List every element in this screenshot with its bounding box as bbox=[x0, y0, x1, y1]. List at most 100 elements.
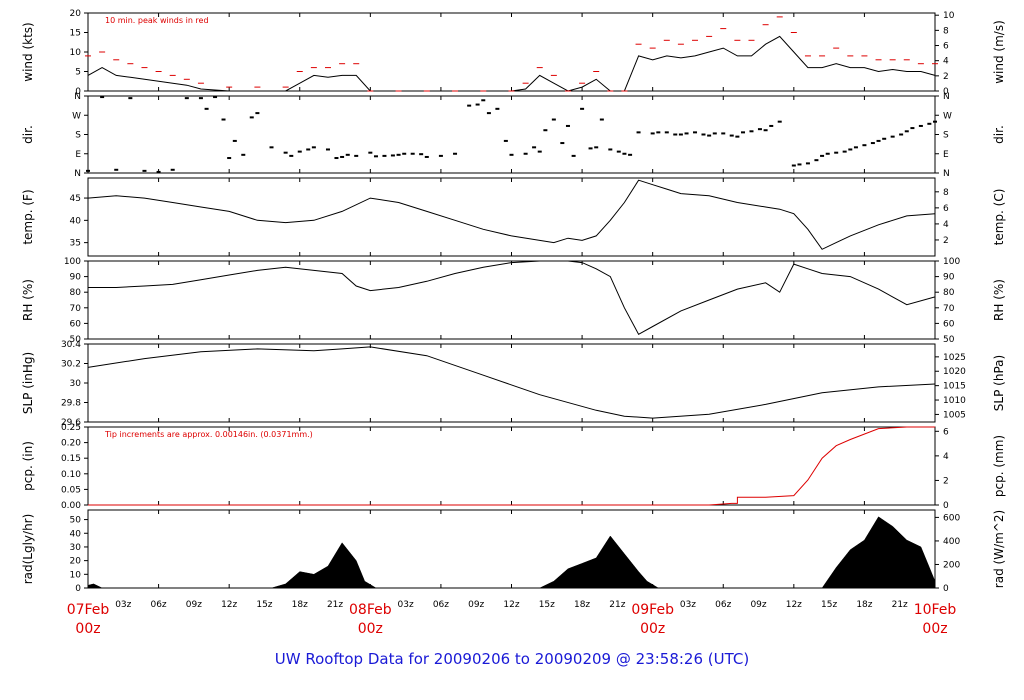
dir-point bbox=[86, 169, 90, 172]
dir-point bbox=[390, 154, 395, 157]
panel-frame-rad bbox=[87, 509, 936, 589]
dir-point bbox=[325, 148, 330, 151]
dir-point bbox=[565, 124, 570, 127]
dir-point bbox=[904, 130, 909, 133]
dir-point bbox=[927, 122, 932, 125]
date-hour-label: 00z bbox=[358, 621, 383, 637]
left-tick-label-dir: S bbox=[75, 131, 81, 141]
dir-point bbox=[763, 129, 768, 132]
dir-point bbox=[910, 127, 915, 130]
dir-point bbox=[424, 155, 429, 158]
hour-tick-label: 06z bbox=[433, 600, 449, 610]
left-tick-label-dir: W bbox=[72, 111, 81, 121]
dir-point bbox=[777, 120, 782, 123]
hour-tick-label: 15z bbox=[821, 600, 837, 610]
right-tick-label-wind: 10 bbox=[943, 11, 955, 21]
dir-point bbox=[588, 147, 593, 150]
dir-point bbox=[636, 131, 641, 134]
right-axis-label-dir: dir. bbox=[992, 125, 1006, 144]
right-tick-label-pcp: 6 bbox=[943, 427, 949, 437]
hour-tick-label: 03z bbox=[680, 600, 696, 610]
dir-point bbox=[241, 153, 246, 156]
hour-tick-label: 03z bbox=[115, 600, 131, 610]
dir-point bbox=[862, 144, 867, 147]
dir-point bbox=[289, 154, 294, 157]
dir-point bbox=[664, 131, 669, 134]
left-tick-label-pcp: 0.00 bbox=[61, 501, 81, 511]
dir-point bbox=[735, 135, 740, 138]
left-tick-label-wind: 5 bbox=[75, 68, 81, 78]
dir-point bbox=[438, 154, 443, 157]
left-tick-label-temp: 40 bbox=[70, 216, 82, 226]
dir-point bbox=[678, 133, 683, 136]
hour-tick-label: 18z bbox=[856, 600, 872, 610]
dir-point bbox=[481, 99, 486, 102]
left-tick-label-slp: 30.2 bbox=[61, 360, 81, 370]
left-tick-label-rh: 60 bbox=[70, 319, 82, 329]
hour-tick-label: 21z bbox=[327, 600, 343, 610]
hour-tick-label: 15z bbox=[539, 600, 555, 610]
right-axis-label-pcp: pcp. (mm) bbox=[992, 435, 1006, 497]
left-tick-label-slp: 30 bbox=[70, 379, 82, 389]
left-tick-label-wind: 20 bbox=[70, 9, 82, 19]
right-tick-label-rad: 200 bbox=[943, 560, 960, 570]
right-tick-label-rh: 100 bbox=[943, 257, 960, 267]
dir-point bbox=[249, 116, 254, 119]
right-tick-label-wind: 4 bbox=[943, 57, 949, 67]
hour-tick-label: 06z bbox=[150, 600, 166, 610]
hour-tick-label: 21z bbox=[609, 600, 625, 610]
right-tick-label-slp: 1025 bbox=[943, 353, 966, 363]
right-tick-label-pcp: 0 bbox=[943, 501, 949, 511]
left-tick-label-rh: 100 bbox=[64, 257, 81, 267]
dir-point bbox=[825, 152, 830, 155]
dir-point bbox=[100, 96, 105, 99]
right-tick-label-rad: 600 bbox=[943, 513, 960, 523]
right-tick-label-rad: 0 bbox=[943, 584, 949, 594]
slp-series-line bbox=[87, 346, 936, 419]
dir-point bbox=[594, 146, 599, 149]
dir-point bbox=[114, 168, 119, 171]
dir-point bbox=[656, 131, 661, 134]
left-axis-label-rad: rad(Lgly/hr) bbox=[21, 514, 35, 585]
dir-point bbox=[306, 148, 311, 151]
hour-tick-label: 18z bbox=[574, 600, 590, 610]
hour-tick-label: 12z bbox=[786, 600, 802, 610]
right-tick-label-rh: 90 bbox=[943, 273, 955, 283]
dir-point bbox=[345, 153, 350, 156]
dir-point bbox=[707, 134, 712, 137]
dir-point bbox=[616, 150, 621, 153]
right-tick-label-temp: 2 bbox=[943, 236, 949, 246]
right-tick-label-pcp: 2 bbox=[943, 476, 949, 486]
dir-point bbox=[684, 132, 689, 135]
dir-point bbox=[495, 107, 500, 110]
left-tick-label-slp: 29.6 bbox=[61, 418, 81, 428]
left-tick-label-pcp: 0.25 bbox=[61, 423, 81, 433]
date-hour-label: 00z bbox=[640, 621, 665, 637]
rad-area bbox=[87, 516, 936, 589]
dir-point bbox=[918, 124, 923, 127]
right-axis-label-slp: SLP (hPa) bbox=[992, 355, 1006, 411]
dir-point bbox=[503, 139, 508, 142]
dir-point bbox=[899, 133, 904, 136]
dir-point bbox=[805, 162, 810, 165]
dir-point bbox=[834, 151, 839, 154]
right-tick-label-dir: W bbox=[943, 111, 952, 121]
dir-point bbox=[396, 153, 401, 156]
temp-series-line bbox=[87, 179, 936, 250]
left-tick-label-rh: 90 bbox=[70, 273, 82, 283]
dir-point bbox=[543, 129, 548, 132]
left-tick-label-pcp: 0.05 bbox=[61, 485, 81, 495]
right-tick-label-dir: E bbox=[943, 150, 949, 160]
dir-point bbox=[419, 153, 424, 156]
left-tick-label-rad: 40 bbox=[70, 529, 82, 539]
dir-point bbox=[382, 154, 387, 157]
left-tick-label-rh: 50 bbox=[70, 335, 82, 345]
dir-point bbox=[334, 157, 339, 160]
dir-point bbox=[608, 148, 613, 151]
dir-point bbox=[622, 152, 627, 155]
right-tick-label-temp: 8 bbox=[943, 188, 949, 198]
dir-point bbox=[221, 118, 226, 121]
dir-point bbox=[368, 151, 373, 154]
left-axis-label-dir: dir. bbox=[21, 125, 35, 144]
